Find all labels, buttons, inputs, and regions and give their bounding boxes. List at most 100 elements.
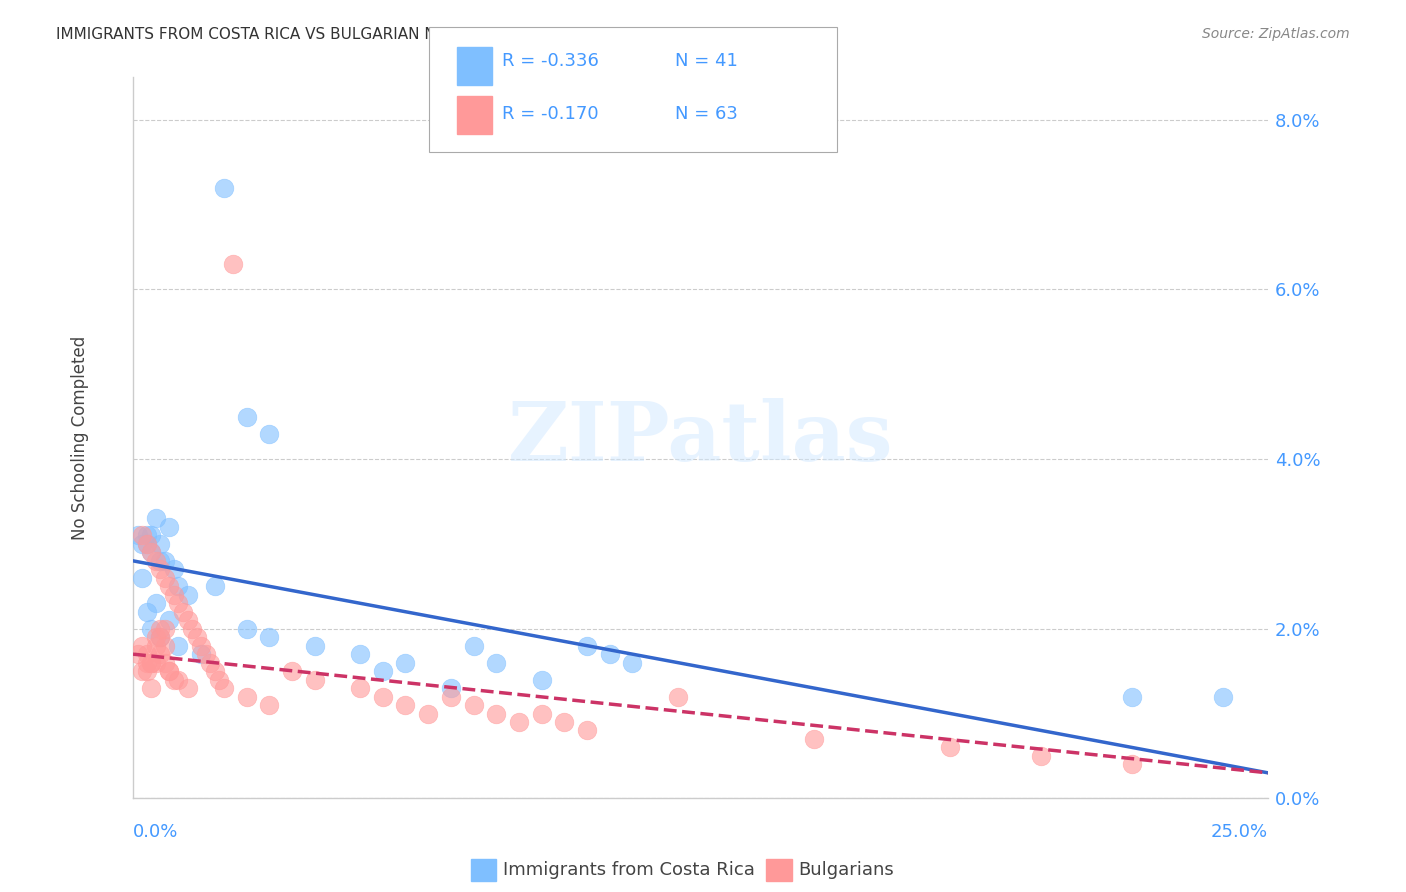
- Point: [145, 639, 167, 653]
- Point: [157, 664, 180, 678]
- Point: [440, 681, 463, 695]
- Point: [163, 588, 186, 602]
- Point: [176, 681, 198, 695]
- Point: [204, 664, 226, 678]
- Point: [190, 647, 212, 661]
- Point: [176, 613, 198, 627]
- Point: [371, 664, 394, 678]
- Point: [181, 622, 204, 636]
- Point: [153, 622, 176, 636]
- Point: [135, 528, 157, 542]
- Point: [149, 622, 172, 636]
- Point: [599, 647, 621, 661]
- Point: [235, 690, 257, 704]
- Point: [200, 656, 222, 670]
- Text: 0.0%: 0.0%: [134, 823, 179, 841]
- Point: [204, 579, 226, 593]
- Point: [145, 554, 167, 568]
- Point: [235, 622, 257, 636]
- Point: [485, 706, 508, 721]
- Point: [235, 409, 257, 424]
- Point: [131, 537, 153, 551]
- Point: [530, 673, 553, 687]
- Point: [208, 673, 231, 687]
- Point: [135, 605, 157, 619]
- Point: [394, 656, 416, 670]
- Text: IMMIGRANTS FROM COSTA RICA VS BULGARIAN NO SCHOOLING COMPLETED CORRELATION CHART: IMMIGRANTS FROM COSTA RICA VS BULGARIAN …: [56, 27, 814, 42]
- Point: [485, 656, 508, 670]
- Point: [149, 630, 172, 644]
- Point: [157, 579, 180, 593]
- Point: [621, 656, 644, 670]
- Point: [186, 630, 208, 644]
- Point: [508, 714, 530, 729]
- Point: [463, 639, 485, 653]
- Point: [145, 511, 167, 525]
- Point: [257, 630, 280, 644]
- Point: [1121, 757, 1143, 772]
- Point: [141, 545, 163, 559]
- Text: R = -0.336: R = -0.336: [502, 52, 599, 70]
- Point: [141, 656, 163, 670]
- Point: [167, 673, 190, 687]
- Point: [135, 656, 157, 670]
- Point: [349, 681, 371, 695]
- Point: [304, 673, 326, 687]
- Text: Immigrants from Costa Rica: Immigrants from Costa Rica: [503, 861, 755, 879]
- Point: [131, 664, 153, 678]
- Point: [167, 579, 190, 593]
- Point: [149, 537, 172, 551]
- Text: N = 41: N = 41: [675, 52, 738, 70]
- Point: [463, 698, 485, 712]
- Point: [576, 723, 599, 738]
- Point: [149, 630, 172, 644]
- Point: [666, 690, 689, 704]
- Point: [194, 647, 217, 661]
- Point: [145, 630, 167, 644]
- Point: [176, 588, 198, 602]
- Point: [157, 520, 180, 534]
- Point: [145, 596, 167, 610]
- Point: [157, 664, 180, 678]
- Point: [127, 647, 149, 661]
- Point: [141, 528, 163, 542]
- Point: [157, 613, 180, 627]
- Point: [135, 537, 157, 551]
- Point: [135, 664, 157, 678]
- Point: [141, 622, 163, 636]
- Point: [394, 698, 416, 712]
- Point: [153, 554, 176, 568]
- Point: [149, 554, 172, 568]
- Point: [145, 656, 167, 670]
- Text: N = 63: N = 63: [675, 105, 738, 123]
- Text: No Schooling Completed: No Schooling Completed: [72, 335, 89, 540]
- Point: [190, 639, 212, 653]
- Point: [212, 681, 235, 695]
- Point: [167, 639, 190, 653]
- Point: [167, 596, 190, 610]
- Text: ZIPatlas: ZIPatlas: [508, 398, 893, 478]
- Point: [135, 647, 157, 661]
- Point: [149, 647, 172, 661]
- Point: [135, 537, 157, 551]
- Point: [163, 673, 186, 687]
- Text: R = -0.170: R = -0.170: [502, 105, 599, 123]
- Point: [141, 545, 163, 559]
- Text: 25.0%: 25.0%: [1211, 823, 1268, 841]
- Point: [127, 528, 149, 542]
- Point: [349, 647, 371, 661]
- Point: [153, 639, 176, 653]
- Point: [530, 706, 553, 721]
- Point: [212, 180, 235, 194]
- Point: [141, 656, 163, 670]
- Point: [141, 681, 163, 695]
- Point: [131, 571, 153, 585]
- Point: [153, 656, 176, 670]
- Point: [304, 639, 326, 653]
- Point: [257, 426, 280, 441]
- Point: [553, 714, 575, 729]
- Text: Bulgarians: Bulgarians: [799, 861, 894, 879]
- Point: [163, 562, 186, 576]
- Point: [1212, 690, 1234, 704]
- Point: [1029, 748, 1052, 763]
